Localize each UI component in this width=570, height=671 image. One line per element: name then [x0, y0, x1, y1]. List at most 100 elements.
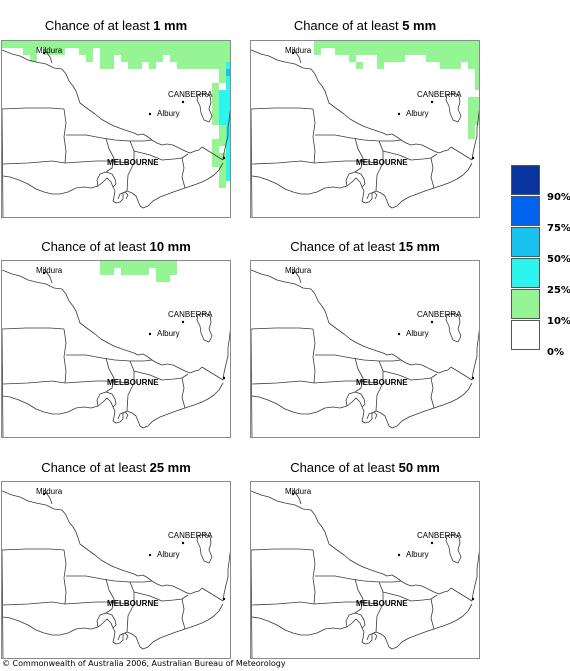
probability-cell — [9, 41, 16, 48]
panel-title-amount: 25 mm — [149, 460, 191, 475]
probability-cell — [44, 48, 51, 55]
probability-cell — [142, 261, 149, 268]
panel-title-prefix: Chance of at least — [44, 18, 154, 33]
probability-cell — [205, 62, 212, 69]
probability-cell — [58, 48, 65, 55]
place-label-albury: Albury — [406, 109, 429, 118]
probability-cell — [30, 55, 37, 62]
probability-cell — [226, 118, 230, 125]
probability-cell — [391, 41, 398, 48]
probability-cell — [219, 153, 226, 160]
probability-cell — [86, 48, 93, 55]
probability-cell — [44, 41, 51, 48]
probability-cell — [135, 268, 142, 275]
place-label-albury: Albury — [157, 550, 180, 559]
probability-cell — [23, 48, 30, 55]
probability-cell — [128, 48, 135, 55]
boundary-line — [2, 382, 224, 429]
probability-cell — [86, 55, 93, 62]
boundary-line — [64, 380, 129, 384]
boundary-line — [43, 48, 53, 64]
probability-cell — [454, 48, 461, 55]
place-marker — [222, 597, 226, 601]
boundary-line — [354, 578, 364, 614]
probability-cell — [212, 160, 219, 167]
probability-cell — [114, 48, 121, 55]
probability-cell — [107, 55, 114, 62]
probability-cell — [163, 275, 170, 282]
boundary-line — [43, 489, 53, 505]
place-label-albury: Albury — [157, 109, 180, 118]
boundary-line — [251, 548, 314, 551]
map-canvas: Mildura CANBERRA Albury MELBOURNE — [251, 487, 479, 658]
panel-title-prefix: Chance of at least — [293, 18, 403, 33]
rainfall-map: Mildura CANBERRA Albury MELBOURNE — [1, 260, 231, 438]
legend-label: 75% — [547, 223, 570, 234]
probability-cell — [447, 41, 454, 48]
probability-cell — [121, 41, 128, 48]
map-canvas: Mildura CANBERRA Albury MELBOURNE — [2, 261, 230, 437]
probability-cell — [79, 48, 86, 55]
probability-cell — [128, 261, 135, 268]
probability-area — [100, 261, 177, 282]
legend-swatch-0 — [511, 320, 540, 350]
probability-cell — [212, 111, 219, 118]
probability-cell — [363, 48, 370, 55]
boundary-line — [196, 533, 213, 564]
probability-cell — [72, 41, 79, 48]
probability-cell — [226, 167, 230, 174]
probability-area — [226, 69, 230, 76]
probability-cell — [440, 41, 447, 48]
probability-cell — [440, 55, 447, 62]
boundary-line — [63, 328, 67, 384]
legend-swatch-75 — [511, 196, 540, 226]
probability-cell — [384, 41, 391, 48]
probability-cell — [377, 55, 384, 62]
map-canvas: Mildura CANBERRA Albury MELBOURNE — [251, 41, 479, 217]
boundary-line — [2, 380, 66, 385]
probability-cell — [205, 55, 212, 62]
probability-cell — [191, 48, 198, 55]
probability-cell — [328, 41, 335, 48]
boundary-line — [312, 328, 316, 384]
probability-cell — [30, 48, 37, 55]
boundary-line — [445, 533, 462, 564]
boundary-line — [105, 357, 115, 393]
probability-cell — [156, 48, 163, 55]
probability-cell — [219, 167, 226, 174]
boundary-line — [375, 140, 384, 192]
probability-cell — [65, 41, 72, 48]
probability-cell — [198, 41, 205, 48]
boundary-line — [251, 269, 452, 374]
panel-title: Chance of at least 50 mm — [250, 460, 480, 475]
probability-cell — [226, 48, 230, 55]
panel-title-amount: 1 mm — [153, 18, 188, 33]
place-label-melbourne: MELBOURNE — [107, 599, 159, 608]
probability-cell — [219, 55, 226, 62]
boundary-line — [382, 370, 438, 381]
probability-cell — [212, 62, 219, 69]
panel-title: Chance of at least 10 mm — [1, 239, 231, 254]
boundary-line — [251, 107, 314, 110]
probability-cell — [198, 55, 205, 62]
probability-cell — [100, 62, 107, 69]
place-label-melbourne: MELBOURNE — [356, 158, 408, 167]
boundary-line — [105, 578, 115, 614]
probability-cell — [219, 181, 226, 188]
probability-cell — [23, 41, 30, 48]
probability-cell — [121, 48, 128, 55]
probability-cell — [426, 55, 433, 62]
probability-cell — [212, 90, 219, 97]
probability-cell — [219, 90, 226, 97]
probability-cell — [51, 41, 58, 48]
boundary-line — [133, 370, 189, 381]
place-marker — [430, 541, 434, 545]
panel-title-amount: 15 mm — [398, 239, 440, 254]
probability-cell — [475, 83, 479, 90]
probability-cell — [468, 132, 475, 139]
probability-cell — [468, 41, 475, 48]
probability-cell — [163, 41, 170, 48]
probability-cell — [198, 48, 205, 55]
place-label-albury: Albury — [157, 329, 180, 338]
probability-cell — [156, 41, 163, 48]
